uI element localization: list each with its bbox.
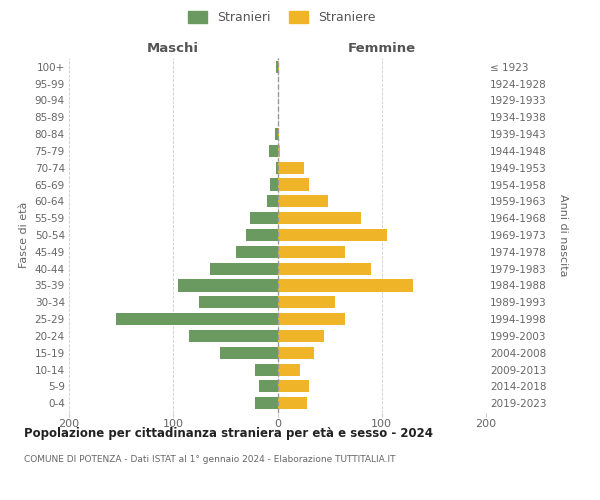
Bar (189, 330, 277, 342)
Bar (210, 262, 277, 274)
Bar (269, 145, 277, 157)
Bar (254, 364, 277, 376)
Bar (277, 346, 314, 359)
Bar (199, 296, 277, 308)
Bar (277, 313, 345, 325)
Bar (277, 296, 335, 308)
Text: Femmine: Femmine (347, 42, 416, 55)
Bar (277, 196, 328, 207)
Bar (277, 246, 345, 258)
Bar (220, 346, 277, 359)
Bar (246, 229, 277, 241)
Bar (277, 262, 371, 274)
Bar (277, 60, 278, 73)
Bar (250, 212, 277, 224)
Bar (236, 246, 277, 258)
Bar (277, 178, 309, 190)
Bar (275, 128, 277, 140)
Bar (267, 196, 277, 207)
Bar (259, 380, 277, 392)
Y-axis label: Fasce di età: Fasce di età (19, 202, 29, 268)
Bar (277, 397, 307, 409)
Bar (277, 162, 304, 174)
Y-axis label: Anni di nascita: Anni di nascita (558, 194, 568, 276)
Text: Popolazione per cittadinanza straniera per età e sesso - 2024: Popolazione per cittadinanza straniera p… (24, 428, 433, 440)
Text: COMUNE DI POTENZA - Dati ISTAT al 1° gennaio 2024 - Elaborazione TUTTITALIA.IT: COMUNE DI POTENZA - Dati ISTAT al 1° gen… (24, 455, 395, 464)
Bar (277, 330, 325, 342)
Bar (270, 178, 277, 190)
Bar (277, 212, 361, 224)
Bar (116, 313, 277, 325)
Bar (277, 145, 280, 157)
Bar (277, 128, 278, 140)
Bar (277, 229, 387, 241)
Bar (277, 380, 309, 392)
Bar (178, 280, 277, 291)
Text: Maschi: Maschi (147, 42, 199, 55)
Bar (254, 397, 277, 409)
Bar (277, 280, 413, 291)
Legend: Stranieri, Straniere: Stranieri, Straniere (184, 6, 380, 29)
Bar (277, 364, 301, 376)
